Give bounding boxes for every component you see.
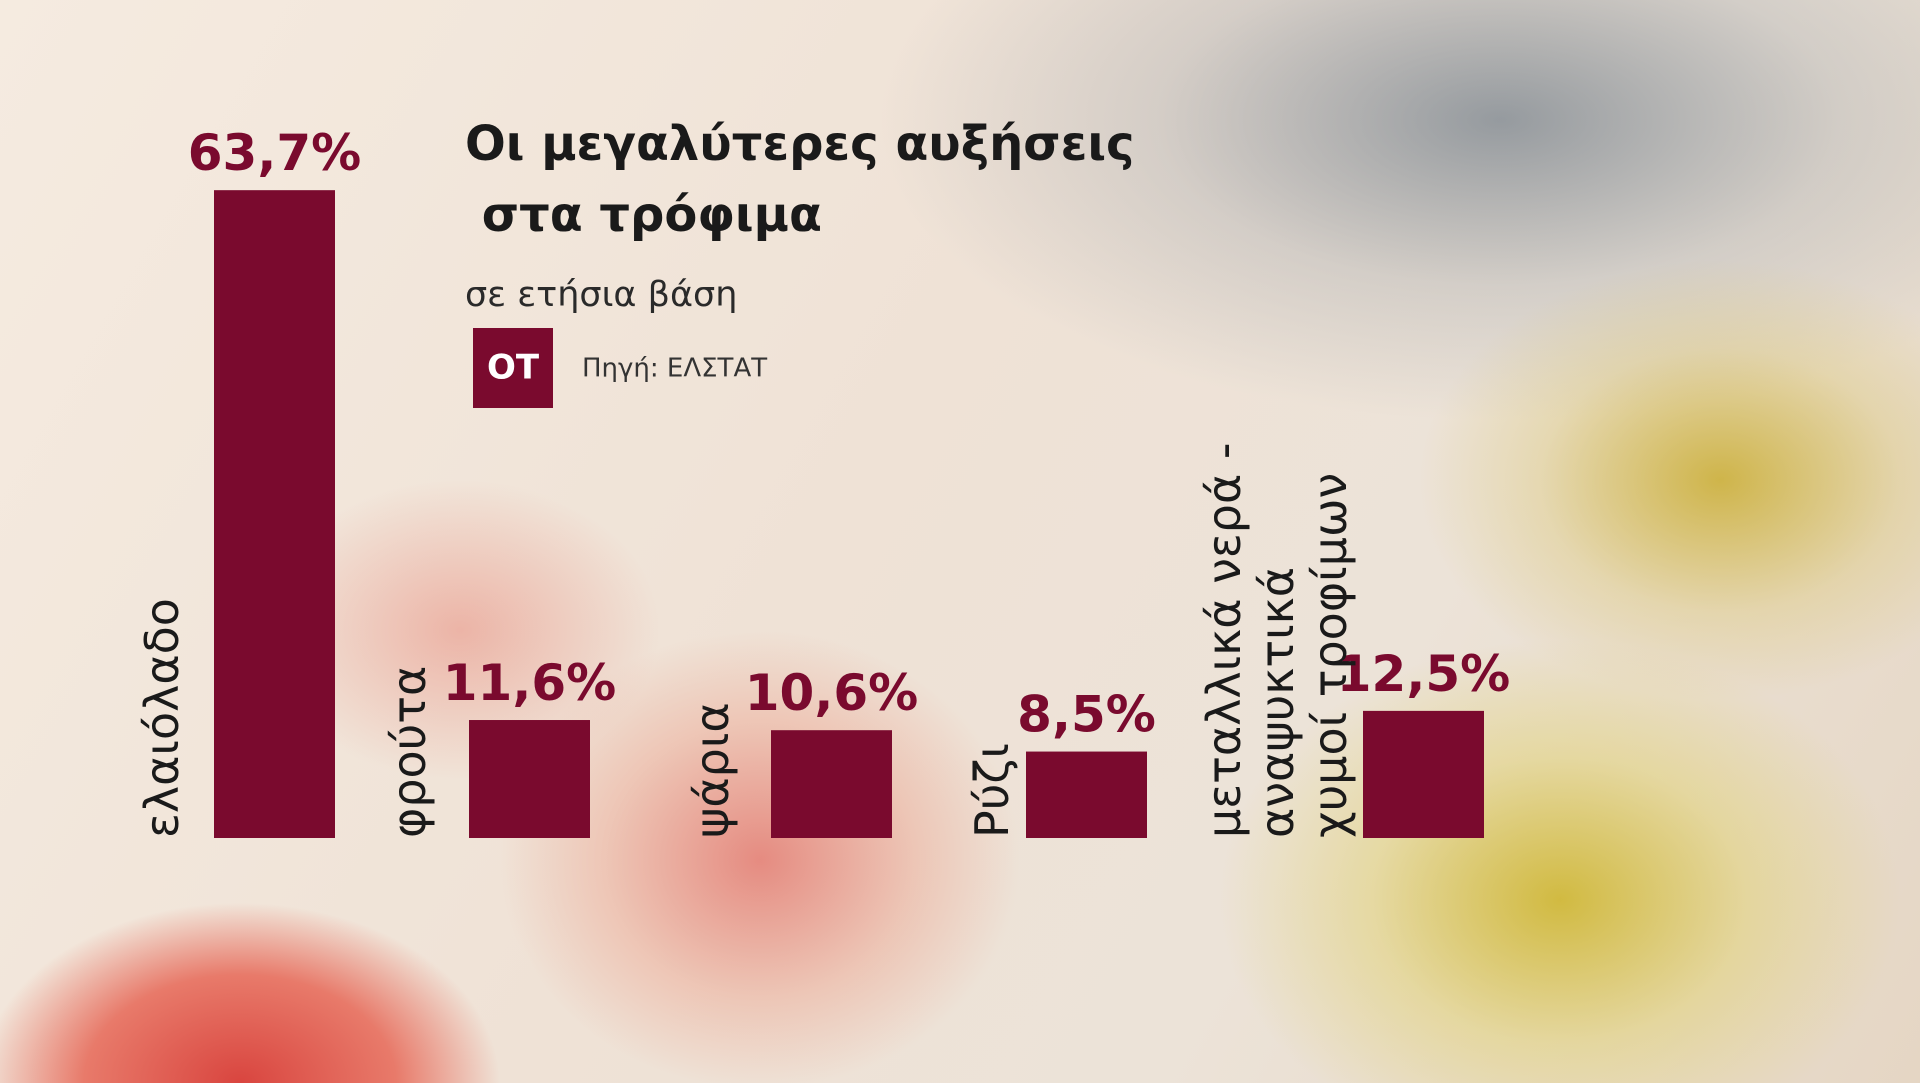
- value-label: 11,6%: [443, 654, 616, 712]
- value-label: 8,5%: [1017, 686, 1156, 744]
- category-label: χυμοί τροφίμων: [1303, 473, 1357, 838]
- source: Πηγή: ΕΛΣΤΑΤ: [582, 354, 767, 384]
- value-label: 12,5%: [1337, 645, 1510, 703]
- logo: ΟΤ: [487, 348, 540, 388]
- bar: [214, 190, 335, 838]
- value-label: 10,6%: [745, 664, 918, 722]
- category-label: ελαιόλαδο: [135, 598, 189, 838]
- bar: [771, 730, 892, 838]
- category-label: μεταλλικά νερά -: [1197, 442, 1251, 838]
- bar: [1026, 751, 1147, 838]
- chart-subtitle: σε ετήσια βάση: [465, 275, 737, 315]
- bar: [1363, 710, 1484, 838]
- category-label: ψάρια: [685, 702, 739, 838]
- chart-title: Οι μεγαλύτερες αυξήσεις στα τρόφιμα: [465, 116, 1135, 243]
- bar: [469, 720, 590, 838]
- value-label: 63,7%: [188, 124, 361, 182]
- category-label: Ρύζι: [965, 743, 1019, 838]
- category-label: αναψυκτικά: [1250, 567, 1304, 838]
- category-label: φρούτα: [382, 666, 436, 838]
- logo-box: [473, 328, 553, 408]
